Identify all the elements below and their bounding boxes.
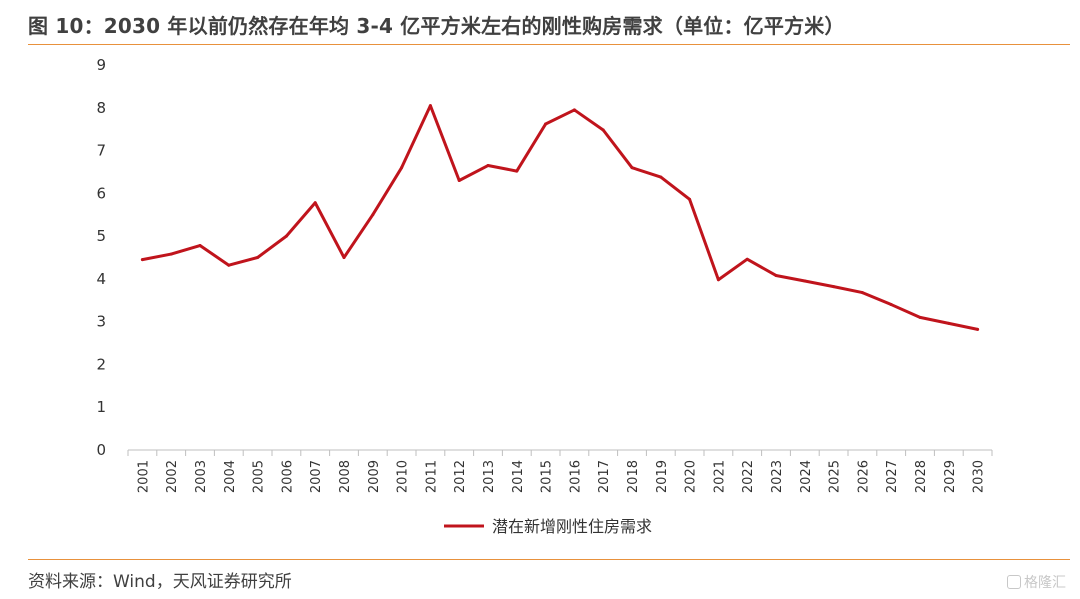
data-point: [313, 201, 317, 205]
data-point: [716, 278, 720, 282]
data-point: [486, 164, 490, 168]
y-tick-label: 8: [96, 99, 106, 117]
figure-title: 图 10：2030 年以前仍然存在年均 3-4 亿平方米左右的刚性购房需求（单位…: [28, 14, 845, 38]
data-point: [688, 197, 692, 201]
data-point: [889, 303, 893, 307]
data-point: [601, 128, 605, 132]
x-tick-label: 2009: [367, 460, 382, 493]
y-tick-label: 7: [96, 142, 106, 160]
x-tick-label: 2015: [540, 460, 555, 493]
series-points: [140, 104, 980, 331]
x-axis-labels: 2001 2002 2003 2004 2005 2006 2007 2008 2009 2010…: [136, 460, 986, 493]
legend: 潜在新增刚性住房需求: [444, 517, 652, 536]
y-tick-label: 4: [96, 270, 106, 288]
x-tick-label: 2003: [194, 460, 209, 493]
data-point: [198, 244, 202, 248]
data-point: [860, 291, 864, 295]
x-tick-label: 2013: [482, 460, 497, 493]
x-tick-label: 2022: [741, 460, 756, 493]
data-point: [140, 258, 144, 262]
source-note: 资料来源：Wind，天风证券研究所: [28, 572, 292, 592]
data-point: [947, 321, 951, 325]
x-tick-label: 2007: [309, 460, 324, 493]
x-tick-label: 2011: [424, 460, 439, 493]
data-point: [803, 279, 807, 283]
data-point: [630, 166, 634, 170]
x-tick-label: 2019: [655, 460, 670, 493]
data-point: [227, 263, 231, 267]
data-point: [284, 234, 288, 238]
data-point: [428, 104, 432, 108]
data-point: [400, 166, 404, 170]
x-tick-label: 2024: [799, 460, 814, 493]
data-point: [918, 315, 922, 319]
x-tick-label: 2014: [511, 460, 526, 493]
x-tick-label: 2005: [252, 460, 267, 493]
y-tick-label: 9: [96, 56, 106, 74]
x-tick-label: 2027: [885, 460, 900, 493]
watermark-logo-icon: [1007, 575, 1021, 589]
x-tick-label: 2010: [396, 460, 411, 493]
x-tick-label: 2026: [856, 460, 871, 493]
x-tick-label: 2020: [684, 460, 699, 493]
x-tick-label: 2030: [972, 460, 987, 493]
data-point: [774, 273, 778, 277]
source-divider: [28, 559, 1070, 560]
x-tick-label: 2001: [136, 460, 151, 493]
legend-label: 潜在新增刚性住房需求: [492, 517, 652, 536]
y-axis-ticks: 0 1 2 3 4 5 6 7 8 9: [96, 56, 106, 459]
x-tick-label: 2004: [223, 460, 238, 493]
data-point: [976, 327, 980, 331]
x-tick-label: 2017: [597, 460, 612, 493]
title-divider: [28, 44, 1070, 45]
x-tick-label: 2025: [828, 460, 843, 493]
y-tick-label: 1: [96, 398, 106, 416]
data-point: [832, 285, 836, 289]
watermark-text: 格隆汇: [1024, 575, 1066, 591]
x-tick-label: 2016: [568, 460, 583, 493]
x-tick-label: 2021: [712, 460, 727, 493]
data-point: [544, 122, 548, 126]
y-tick-label: 2: [96, 355, 106, 373]
y-tick-label: 3: [96, 313, 106, 331]
x-tick-label: 2028: [914, 460, 929, 493]
data-point: [515, 169, 519, 173]
x-tick-label: 2002: [165, 460, 180, 493]
data-point: [342, 256, 346, 259]
data-point: [256, 256, 260, 259]
y-tick-label: 5: [96, 227, 106, 245]
data-point: [457, 179, 461, 182]
x-axis-tickmarks: [127, 450, 993, 456]
x-tick-label: 2008: [338, 460, 353, 493]
x-tick-label: 2012: [453, 460, 468, 493]
data-point: [169, 252, 173, 256]
data-point: [572, 108, 576, 112]
x-tick-label: 2018: [626, 460, 641, 493]
series-line: [140, 104, 980, 331]
watermark: 格隆汇: [1007, 572, 1066, 592]
data-point: [659, 175, 663, 179]
data-point: [745, 257, 749, 261]
x-tick-label: 2006: [280, 460, 295, 493]
y-tick-label: 0: [96, 441, 106, 459]
y-tick-label: 6: [96, 184, 106, 202]
x-tick-label: 2029: [943, 460, 958, 493]
x-tick-label: 2023: [770, 460, 785, 493]
data-point: [371, 213, 375, 217]
